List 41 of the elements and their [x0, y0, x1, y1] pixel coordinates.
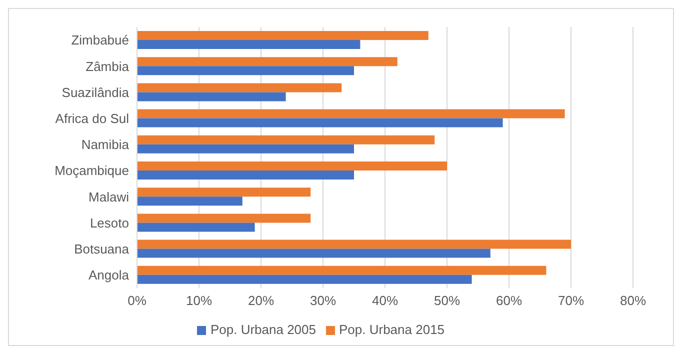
y-tick-label: Angola [88, 268, 130, 283]
bar [137, 40, 360, 49]
x-tick-label: 50% [434, 293, 460, 308]
bar [137, 222, 255, 232]
bar [137, 57, 398, 66]
bar [137, 109, 565, 118]
y-tick-label: Zimbabué [71, 32, 129, 48]
bar [137, 266, 546, 275]
x-tick-label: 20% [248, 293, 274, 308]
x-tick-label: 30% [310, 293, 336, 308]
legend-label: Pop. Urbana 2015 [339, 322, 445, 337]
bar [137, 240, 571, 249]
y-tick-label: Moçambique [54, 163, 129, 178]
x-tick-label: 40% [372, 293, 398, 308]
bar [137, 135, 435, 144]
y-tick-label: Zâmbia [86, 58, 130, 74]
y-tick-label: Namibia [81, 137, 130, 152]
y-tick-label: Lesoto [90, 215, 129, 230]
bar [137, 248, 490, 258]
bar [137, 31, 428, 40]
x-tick-label: 60% [496, 293, 522, 308]
y-tick-label: Africa do Sul [55, 110, 130, 126]
bar [137, 162, 447, 170]
y-tick-label: Suazilândia [62, 84, 130, 100]
bar [137, 196, 242, 206]
x-tick-label: 10% [186, 293, 212, 308]
bar [137, 274, 472, 284]
bar [137, 144, 354, 154]
legend-label: Pop. Urbana 2005 [210, 322, 316, 337]
bar [137, 188, 311, 197]
x-tick-label: 80% [620, 293, 646, 308]
bar [137, 214, 311, 223]
bar [137, 170, 354, 180]
x-tick-label: 70% [558, 293, 584, 308]
bar [137, 83, 342, 92]
bar [137, 118, 503, 128]
y-tick-label: Botsuana [74, 241, 130, 256]
bar [137, 92, 286, 102]
x-tick-label: 0% [128, 293, 147, 308]
bar [137, 66, 354, 76]
y-tick-label: Malawi [88, 189, 130, 204]
